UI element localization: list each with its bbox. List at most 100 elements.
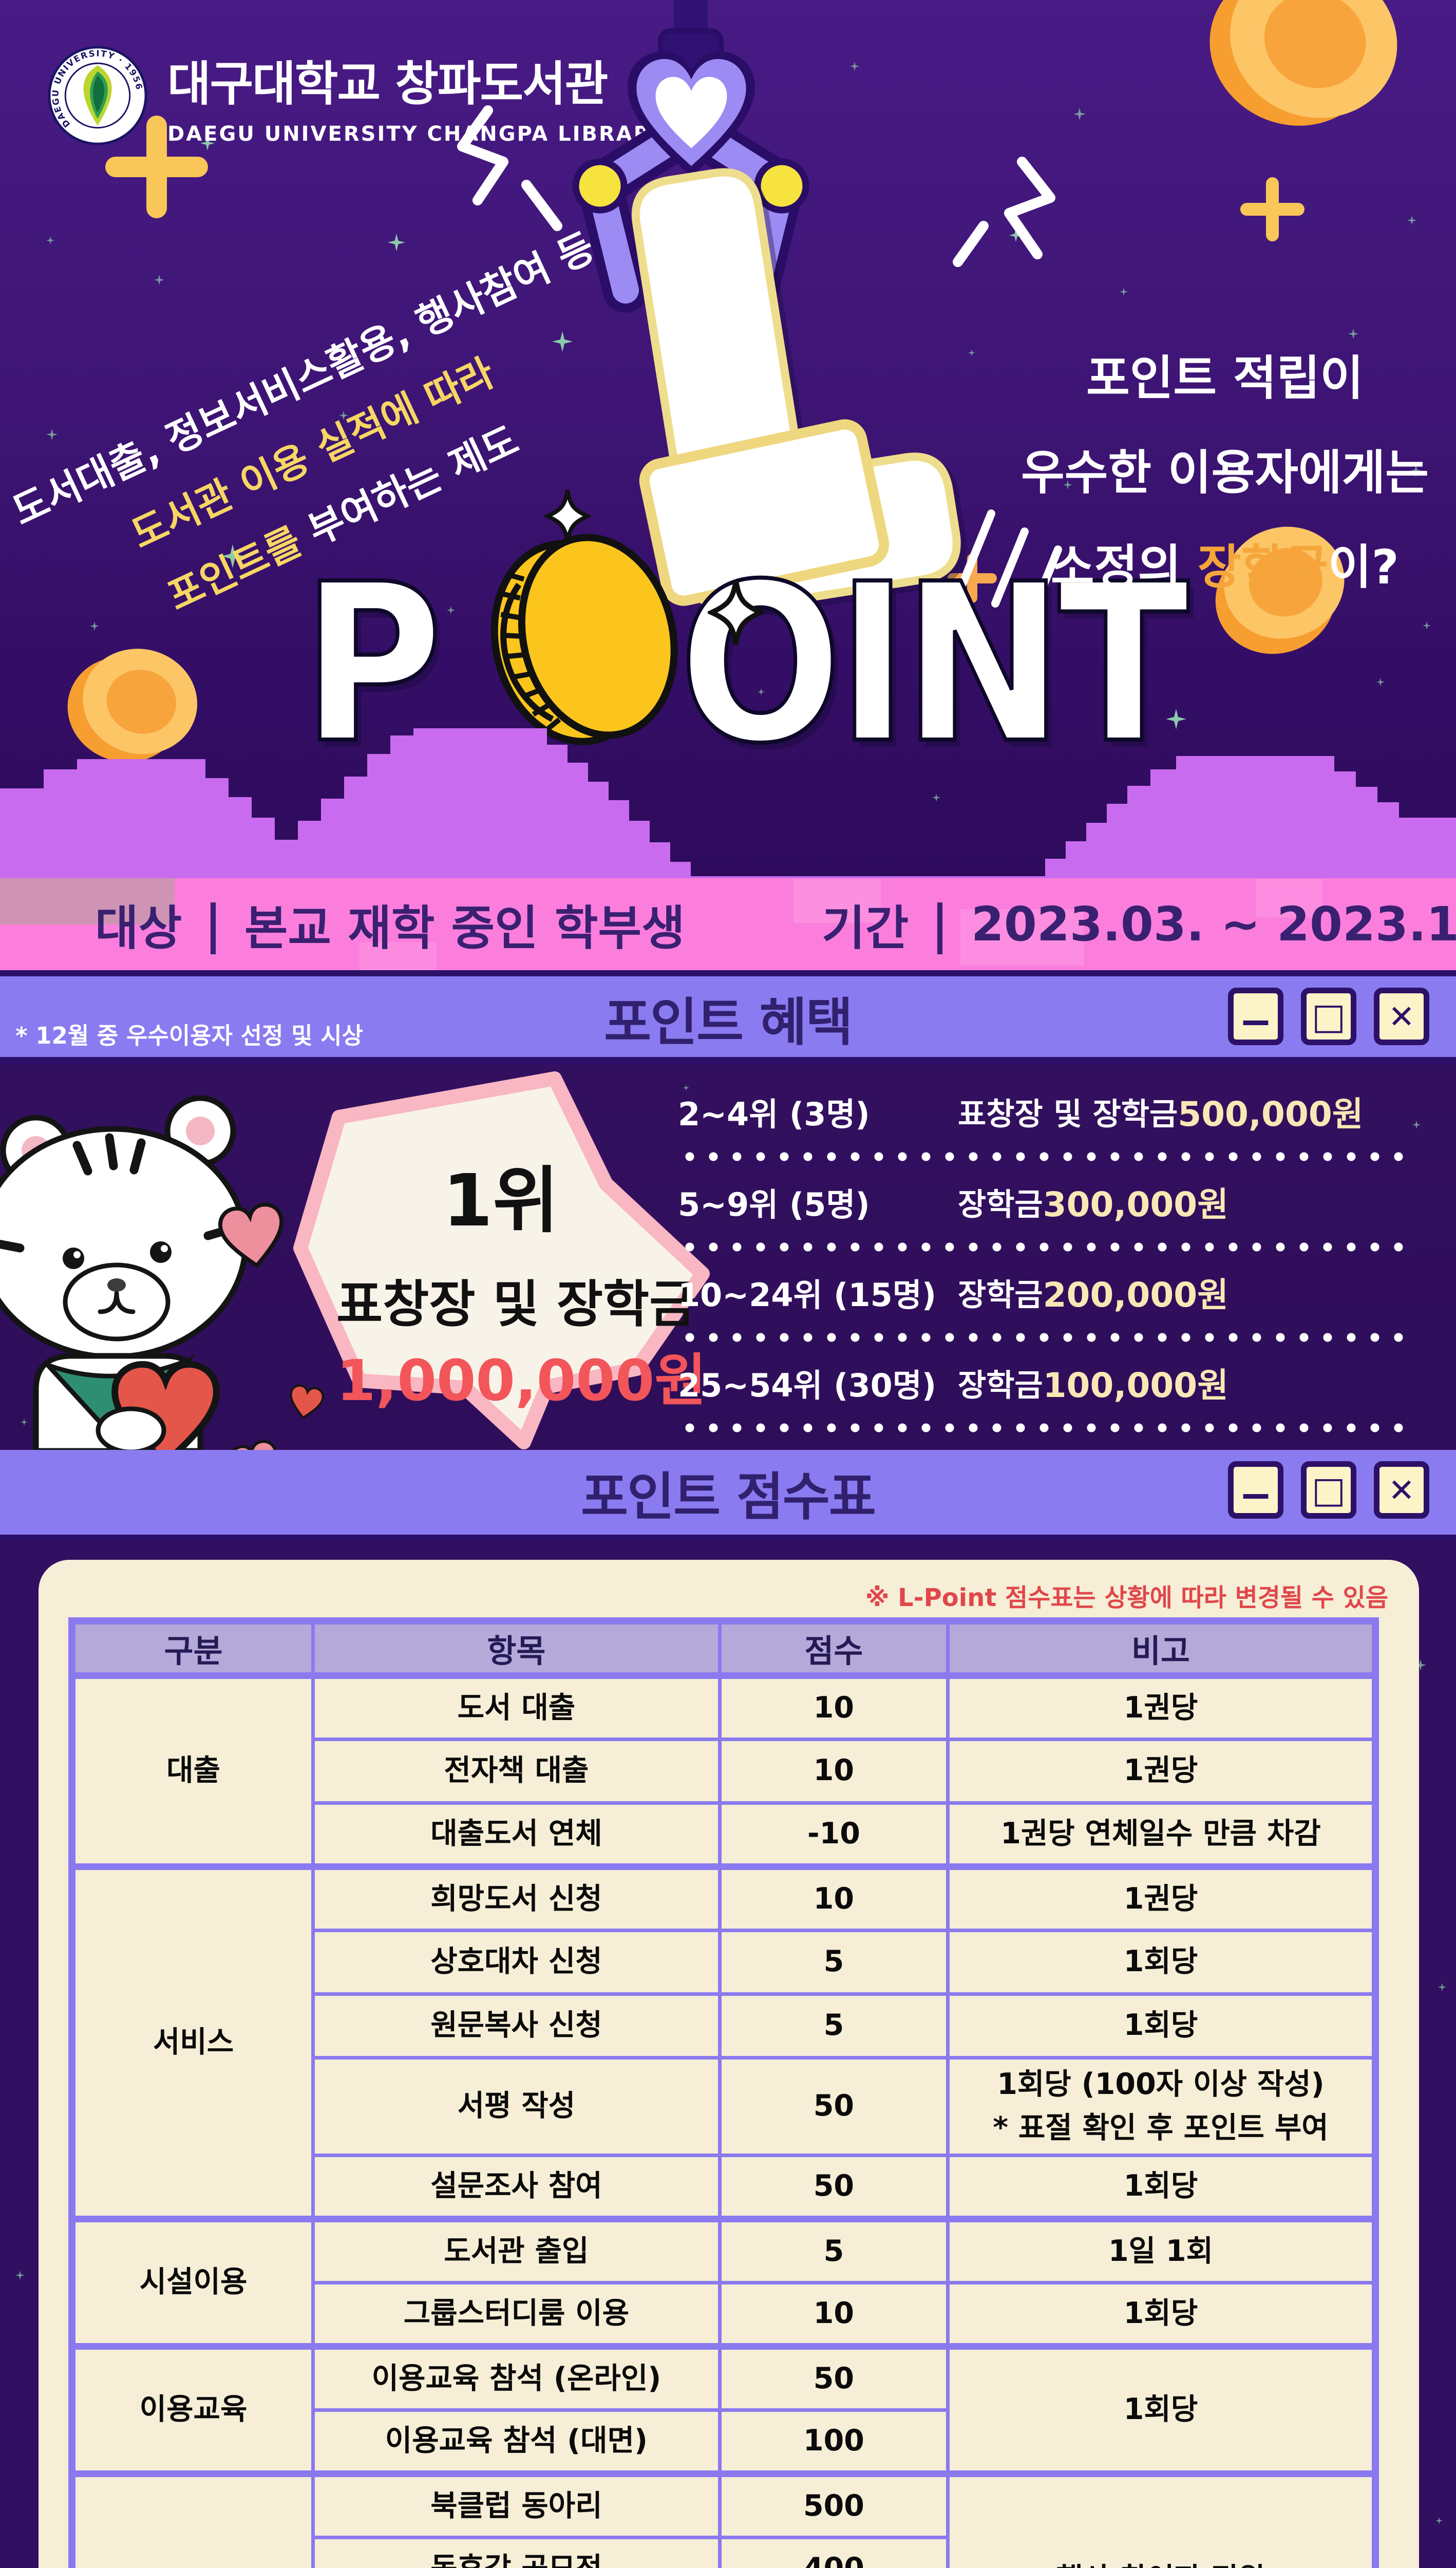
table-score-cell: 400 <box>717 2535 950 2568</box>
period-label: 기간 <box>822 901 909 956</box>
minimize-icon: − <box>1239 999 1273 1046</box>
rank-amount: 200,000원 <box>1043 1275 1228 1315</box>
star-icon <box>46 429 58 440</box>
divider <box>0 1057 1456 1064</box>
hero-section: DAEGU UNIVERSITY · 1956 대구대학교 창파도서관 DAEG… <box>0 0 1456 878</box>
table-score-cell: 100 <box>717 2408 950 2476</box>
plus-decoration-icon <box>105 116 208 218</box>
table-row: 설문조사 참여 50 1회당 <box>72 2153 1377 2221</box>
hero-right-note: 포인트 적립이 우수한 이용자에게는 소정의 장학금이? <box>1009 331 1441 615</box>
table-score-cell: 5 <box>717 1928 950 1996</box>
rank-row: 25~54위 (30명) 장학금 100,000원 <box>678 1344 1430 1422</box>
table-score-cell: 5 <box>717 2215 950 2284</box>
table-row: 이용교육 이용교육 참석 (온라인) 50 1회당 <box>70 2343 1377 2476</box>
dotted-divider <box>678 1150 1417 1163</box>
logo-korean-name: 대구대학교 창파도서관 <box>167 56 608 111</box>
star-icon <box>1423 621 1431 630</box>
rank-row: 10~24위 (15명) 장학금 200,000원 <box>678 1253 1430 1331</box>
table-row: 시설이용 도서관 출입 5 1일 1회 <box>70 2215 1377 2348</box>
banner-pixel-patch <box>1256 879 1322 918</box>
close-icon: ✕ <box>1388 1471 1415 1509</box>
rank-range: 25~54위 (30명) <box>678 1367 937 1404</box>
score-header-bar: 포인트 점수표 − □ ✕ <box>0 1450 1456 1535</box>
table-score-cell: -10 <box>717 1801 950 1868</box>
maximize-icon: □ <box>1311 1469 1346 1511</box>
heart-icon <box>290 1384 324 1419</box>
hero-right-line3: 소정의 장학금이? <box>1009 520 1441 615</box>
star-icon <box>46 236 54 244</box>
star-icon <box>1376 678 1385 686</box>
rank-amount: 300,000원 <box>1043 1185 1228 1224</box>
separator: | <box>931 894 949 955</box>
hero-right-line3-post: 이? <box>1328 540 1399 595</box>
close-button[interactable]: ✕ <box>1374 988 1429 1045</box>
table-row: 상호대차 신청 5 1회당 <box>72 1928 1377 1996</box>
star-icon <box>154 275 164 285</box>
table-row: 독후감 공모전400 <box>72 2535 1375 2568</box>
target-label: 대상 <box>95 901 182 956</box>
close-button[interactable]: ✕ <box>1374 1461 1429 1519</box>
dotted-divider <box>678 1241 1417 1253</box>
target-period-banner: 대상 | 본교 재학 중인 학부생 기간 | 2023.03. ~ 2023.1… <box>0 878 1456 970</box>
close-icon: ✕ <box>1388 997 1415 1035</box>
hero-right-line2: 우수한 이용자에게는 <box>1021 445 1429 500</box>
table-remark-cell: 1권당 <box>946 1737 1377 1805</box>
sparkle-icon <box>544 489 591 543</box>
rank-prize: 장학금 <box>958 1186 1043 1223</box>
score-title: 포인트 점수표 <box>581 1467 876 1527</box>
speed-lines-icon <box>958 509 1062 626</box>
plus-decoration-icon <box>1240 177 1304 241</box>
table-score-cell: 10 <box>717 1737 950 1805</box>
rank-row: 2~4위 (3명) 표창장 및 장학금 500,000원 <box>678 1072 1430 1150</box>
separator: | <box>204 894 222 955</box>
table-group-cell: 대출 <box>70 1672 315 1868</box>
table-item-cell: 북클럽 동아리 <box>311 2470 722 2539</box>
banner-pixel-patch <box>360 942 437 970</box>
score-panel: ※ L-Point 점수표는 상황에 따라 변경될 수 있음 구분 항목 점수 비고 … <box>39 1560 1419 2568</box>
benefits-header-bar: 포인트 혜택 * 12월 중 우수이용자 선정 및 시상 − □ ✕ <box>0 976 1456 1059</box>
minimize-button[interactable]: − <box>1228 988 1283 1045</box>
rank-prize: 표창장 및 장학금 <box>958 1096 1178 1132</box>
benefits-subnote: * 12월 중 우수이용자 선정 및 시상 <box>15 1022 363 1049</box>
table-item-cell: 전자책 대출 <box>311 1737 722 1805</box>
dotted-divider <box>678 1422 1417 1434</box>
divider <box>0 970 1456 976</box>
university-seal-icon: DAEGU UNIVERSITY · 1956 <box>48 46 147 145</box>
rank-range: 2~4위 (3명) <box>678 1096 870 1133</box>
star-icon <box>1120 288 1128 296</box>
maximize-button[interactable]: □ <box>1301 988 1356 1045</box>
rank-amount: 500,000원 <box>1178 1094 1364 1134</box>
table-header-row: 구분 항목 점수 비고 <box>70 1619 1377 1679</box>
table-remark-cell: 1권당 <box>946 1863 1377 1932</box>
window-controls: − □ ✕ <box>1228 1461 1429 1519</box>
logo-english-name: DAEGU UNIVERSITY CHANGPA LIBRARY <box>167 122 667 146</box>
rank-range: 5~9위 (5명) <box>678 1186 870 1223</box>
maximize-button[interactable]: □ <box>1301 1461 1356 1519</box>
first-prize-bubble <box>293 1071 710 1449</box>
star-icon <box>1407 216 1416 225</box>
score-table-section: ※ L-Point 점수표는 상황에 따라 변경될 수 있음 구분 항목 점수 비고 … <box>0 1541 1456 2568</box>
table-item-cell: 원문복사 신청 <box>311 1992 722 2060</box>
table-remark-cell: 1회당 <box>946 2343 1377 2476</box>
period-value: 2023.03. ~ 2023.11. <box>971 897 1456 952</box>
coin-icon <box>1215 526 1345 654</box>
table-remark-cell: 1권당 <box>946 1672 1377 1741</box>
table-remark-cell: 1회당 <box>946 1928 1377 1996</box>
star-icon <box>388 234 405 251</box>
first-prize: 표창장 및 장학금 <box>336 1275 696 1334</box>
sparkle-icon <box>708 580 764 645</box>
star-icon <box>1438 1983 1446 1991</box>
rank-range: 10~24위 (15명) <box>678 1276 937 1314</box>
claw-heart <box>628 51 755 177</box>
headline-point-oint: OINT <box>677 538 1191 791</box>
table-score-cell: 10 <box>717 2280 950 2348</box>
table-row: 서평 작성 50 1회당 (100자 이상 작성) * 표절 확인 후 포인트 부여 <box>72 2055 1377 2157</box>
table-item-cell: 설문조사 참여 <box>311 2153 722 2221</box>
minimize-button[interactable]: − <box>1228 1461 1283 1519</box>
first-amount: 1,000,000원 <box>336 1348 707 1413</box>
zigzag-icon <box>457 105 562 231</box>
table-row: 대출도서 연체 -10 1권당 연체일수 만큼 차감 <box>72 1801 1377 1868</box>
table-remark-cell: 1권당 연체일수 만큼 차감 <box>946 1801 1377 1868</box>
banner-period: 기간 | 2023.03. ~ 2023.11. <box>822 878 1456 970</box>
